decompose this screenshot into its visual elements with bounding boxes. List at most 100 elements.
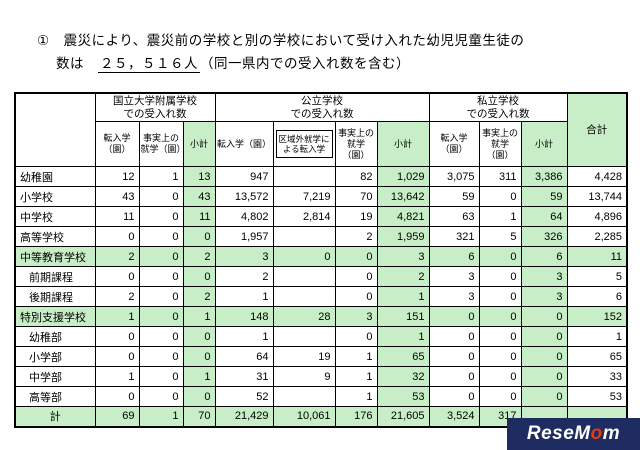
sub-header-national-defacto: 事実上の就学（園）	[138, 121, 184, 167]
watermark-part2: m	[602, 423, 621, 444]
data-cell: 1	[182, 306, 216, 327]
data-cell: 0	[520, 346, 568, 367]
data-cell: 64	[214, 346, 274, 367]
data-cell: 65	[376, 346, 430, 367]
table-row: 小学部 0 0 0 64 19 1 65 0 0 0 65	[14, 346, 628, 367]
data-cell: 5	[478, 226, 522, 247]
group-header-private: 私立学校 での受入れ数	[428, 92, 568, 122]
data-cell: 1	[478, 206, 522, 227]
data-cell: 9	[272, 366, 336, 387]
resemom-watermark-logo: ReseMom	[507, 418, 640, 450]
table-row: 前期課程 0 0 0 2 0 2 3 0 3 5	[14, 266, 628, 287]
data-cell: 0	[478, 286, 522, 307]
data-cell: 21,605	[376, 406, 430, 427]
table-row: 小学校 43 0 43 13,572 7,219 70 13,642 59 0 59 13,744	[14, 186, 628, 207]
data-cell: 0	[182, 386, 216, 407]
data-cell: 59	[428, 186, 480, 207]
group-header-row: 国立大学附属学校 での受入れ数 公立学校 での受入れ数 私立学校 での受入れ数 …	[14, 92, 628, 167]
data-cell: 0	[138, 266, 184, 287]
data-cell: 2	[182, 246, 216, 267]
sub-header-public-defacto: 事実上の就学（園）	[334, 121, 378, 167]
data-cell: 0	[182, 266, 216, 287]
row-label: 特別支援学校	[14, 306, 96, 327]
table-row: 幼稚部 0 0 0 1 0 1 0 0 0 1	[14, 326, 628, 347]
data-cell: 4,802	[214, 206, 274, 227]
data-cell: 0	[138, 226, 184, 247]
data-cell: 148	[214, 306, 274, 327]
row-label: 計	[14, 406, 96, 427]
data-cell: 3	[376, 246, 430, 267]
data-cell: 3	[334, 306, 378, 327]
data-cell: 0	[138, 326, 184, 347]
data-cell: 43	[182, 186, 216, 207]
data-cell: 151	[376, 306, 430, 327]
data-cell: 0	[478, 266, 522, 287]
student-count: ２５，５１６人	[98, 56, 200, 73]
data-cell: 70	[182, 406, 216, 427]
sub-header-private-transfer: 転入学（園）	[428, 121, 480, 167]
sub-header-private-defacto: 事実上の就学（園）	[478, 121, 522, 167]
data-cell: 0	[334, 246, 378, 267]
data-cell: 6	[520, 246, 568, 267]
sub-header-national-subtotal: 小計	[182, 121, 216, 167]
data-cell: 1	[214, 286, 274, 307]
data-cell: 0	[520, 386, 568, 407]
data-cell: 13,642	[376, 186, 430, 207]
table-row: 幼稚園 12 1 13 947 82 1,029 3,075 311 3,386 4,428	[14, 166, 628, 187]
data-cell: 0	[520, 306, 568, 327]
data-cell: 0	[182, 326, 216, 347]
data-cell: 69	[94, 406, 140, 427]
data-cell: 311	[478, 166, 522, 187]
data-cell: 1,959	[376, 226, 430, 247]
data-cell: 0	[478, 366, 522, 387]
data-cell: 1	[138, 406, 184, 427]
watermark-accent: o	[590, 423, 603, 444]
sub-header-row: 転入学（園） 事実上の就学（園） 小計 転入学（園） 区域外就学による転入学 事…	[15, 121, 627, 167]
data-cell: 3	[520, 286, 568, 307]
group-header-public: 公立学校 での受入れ数	[214, 92, 430, 122]
data-cell: 43	[94, 186, 140, 207]
data-cell: 1,957	[214, 226, 274, 247]
data-cell: 1	[214, 326, 274, 347]
data-cell: 0	[138, 246, 184, 267]
data-cell: 13,744	[566, 186, 628, 207]
data-cell: 65	[566, 346, 628, 367]
data-cell: 152	[566, 306, 628, 327]
data-cell: 53	[376, 386, 430, 407]
data-cell: 0	[182, 346, 216, 367]
data-cell: 19	[272, 346, 336, 367]
data-cell: 6	[566, 286, 628, 307]
data-cell: 0	[478, 386, 522, 407]
data-cell: 0	[478, 246, 522, 267]
data-cell: 3	[428, 266, 480, 287]
data-cell: 6	[428, 246, 480, 267]
data-cell: 3	[214, 246, 274, 267]
data-cell: 2	[214, 266, 274, 287]
data-cell: 2	[334, 226, 378, 247]
table-row: 中学部 1 0 1 31 9 1 32 0 0 0 33	[14, 366, 628, 387]
data-cell: 0	[94, 266, 140, 287]
data-cell: 0	[272, 246, 336, 267]
title-line1: ① 震災により、震災前の学校と別の学校において受け入れた幼児児童生徒の	[37, 33, 525, 48]
data-cell: 3	[520, 266, 568, 287]
data-cell: 1	[138, 166, 184, 187]
row-label: 幼稚園	[14, 166, 96, 187]
title-line2-prefix: 数は	[56, 56, 98, 71]
data-cell: 2,285	[566, 226, 628, 247]
row-label: 幼稚部	[14, 326, 96, 347]
row-label: 高等学校	[14, 226, 96, 247]
data-cell: 1	[376, 326, 430, 347]
data-cell: 0	[94, 346, 140, 367]
data-cell: 0	[138, 206, 184, 227]
data-cell: 0	[182, 226, 216, 247]
sub-header-private-subtotal: 小計	[520, 121, 568, 167]
data-cell: 0	[334, 266, 378, 287]
data-cell: 0	[334, 286, 378, 307]
data-cell: 0	[138, 286, 184, 307]
data-cell	[272, 326, 336, 347]
data-cell: 1	[334, 366, 378, 387]
data-cell: 70	[334, 186, 378, 207]
data-cell: 0	[138, 306, 184, 327]
data-cell: 1	[334, 346, 378, 367]
table-row: 計 69 1 70 21,429 10,061 176 21,605 3,524 317	[14, 406, 628, 427]
